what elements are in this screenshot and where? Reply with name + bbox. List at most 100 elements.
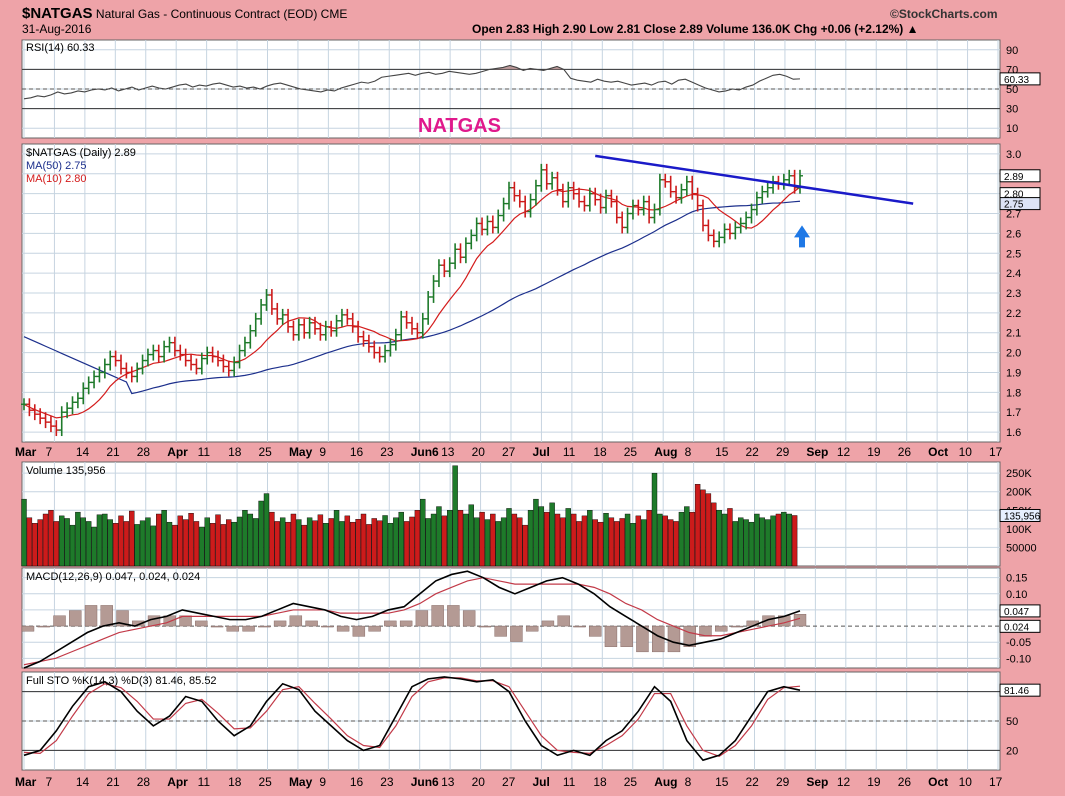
macd-histogram-bar [368,625,381,632]
x-axis-label-top: 27 [502,445,516,459]
sto-tick-label: 20 [1006,745,1018,757]
volume-bar [177,515,183,567]
macd-histogram-bar [462,610,476,627]
macd-histogram-bar [384,620,397,627]
macd-last-tag-text: 0.047 [1004,607,1029,618]
macd-histogram-bar [100,605,113,627]
macd-signal-last-tag-text: 0.024 [1004,622,1029,633]
price-tick-label: 1.8 [1006,387,1021,399]
price-tick-label: 2.7 [1006,209,1021,221]
macd-histogram-bar [273,620,287,627]
price-tick-label: 2.1 [1006,328,1021,340]
x-axis-label-top: 19 [867,445,881,459]
volume-bar [436,506,442,567]
volume-bar [560,517,566,567]
sto-tick-label: 50 [1006,716,1018,728]
x-axis-label-top: 25 [259,445,273,459]
x-axis-label-top: 10 [959,445,973,459]
x-axis-label-top: May [289,445,313,459]
up-arrow-icon [794,225,810,248]
macd-histogram-bar [321,625,334,628]
volume-bar [21,498,27,567]
macd-histogram-bar [557,615,570,627]
volume-bar [32,523,38,567]
trendline [595,154,914,205]
macd-line [23,570,801,669]
x-axis-label-top: Aug [654,445,677,459]
ma50-last-tag: 2.75 [999,197,1041,211]
macd-tick-label: -0.10 [1006,653,1031,665]
x-axis-label-top: 17 [989,445,1003,459]
brand-logo[interactable]: ©StockCharts.com [890,7,998,21]
volume-bar [323,523,329,567]
sto-last-tag-box [999,683,1041,697]
volume-bar [527,510,534,567]
volume-bar [678,511,685,567]
volume-bar [161,510,167,567]
macd-histogram-bar [352,625,366,637]
x-axis-label-bottom: 28 [137,775,151,789]
volume-bar [500,517,507,567]
volume-bar [382,515,388,567]
volume-bar [414,510,421,567]
volume-bar [614,521,620,567]
x-axis-label-bottom: 7 [45,775,52,789]
volume-bar [538,506,545,567]
volume-bar [511,513,518,567]
volume-bar [263,493,270,567]
volume-bar [759,517,765,567]
volume-bar [269,511,275,567]
x-axis-label-top: 29 [776,445,790,459]
x-axis-label-top: 12 [837,445,851,459]
macd-histogram-bar [525,625,539,632]
x-axis-label-bottom: 22 [746,775,760,789]
ma10-last-tag-text: 2.80 [1004,190,1024,201]
macd-histogram-bar [336,625,350,632]
volume-bar [360,513,367,567]
volume-bar [387,523,394,567]
sto-last-tag-text: 81.46 [1004,686,1029,697]
price-last-tag-text: 2.89 [1004,172,1024,183]
volume-bar [145,517,151,567]
volume-bar [139,520,146,567]
rsi-title: RSI(14) 60.33 [26,42,94,54]
volume-bar [576,521,582,567]
macd-histogram-bar [84,605,98,627]
volume-bar [182,519,189,567]
volume-bar [376,520,383,567]
ohlc-summary: Open 2.83 High 2.90 Low 2.81 Close 2.89 … [472,22,919,36]
macd-histogram-bar [132,620,145,627]
rsi-line [23,64,801,100]
volume-bar [748,521,755,567]
ma50-line [23,200,801,395]
volume-bar [393,517,399,567]
volume-bar [463,513,469,567]
macd-last-tag-box [999,604,1041,618]
x-axis-label-bottom: 21 [106,775,120,789]
volume-tick-label: 100K [1006,524,1032,536]
x-axis-label-top: 13 [441,445,455,459]
macd-histogram-bar [667,625,681,653]
volume-bar [312,520,318,567]
price-title: $NATGAS (Daily) 2.89 [26,147,136,159]
volume-bar [366,524,372,567]
x-axis-label-bottom: 25 [624,775,638,789]
macd-histogram-bar [179,615,192,627]
macd-histogram-bar [683,625,696,647]
x-axis-label-bottom: Sep [806,775,828,789]
macd-histogram-bar [195,620,208,627]
macd-last-tag: 0.047 [999,604,1041,618]
volume-bar [290,513,297,567]
macd-histogram-bar [69,610,82,627]
volume-bar [371,518,377,567]
x-axis-label-top: 18 [593,445,607,459]
ma10-line [23,186,801,419]
volume-bar [619,518,625,567]
sto-d-line [23,677,801,757]
x-axis-label-bottom: Jul [532,775,549,789]
volume-bar [296,519,302,567]
macd-tick-label: 0.10 [1006,589,1027,601]
macd-title: MACD(12,26,9) 0.047, 0.024, 0.024 [26,571,200,583]
x-axis-label-top: 14 [76,445,90,459]
